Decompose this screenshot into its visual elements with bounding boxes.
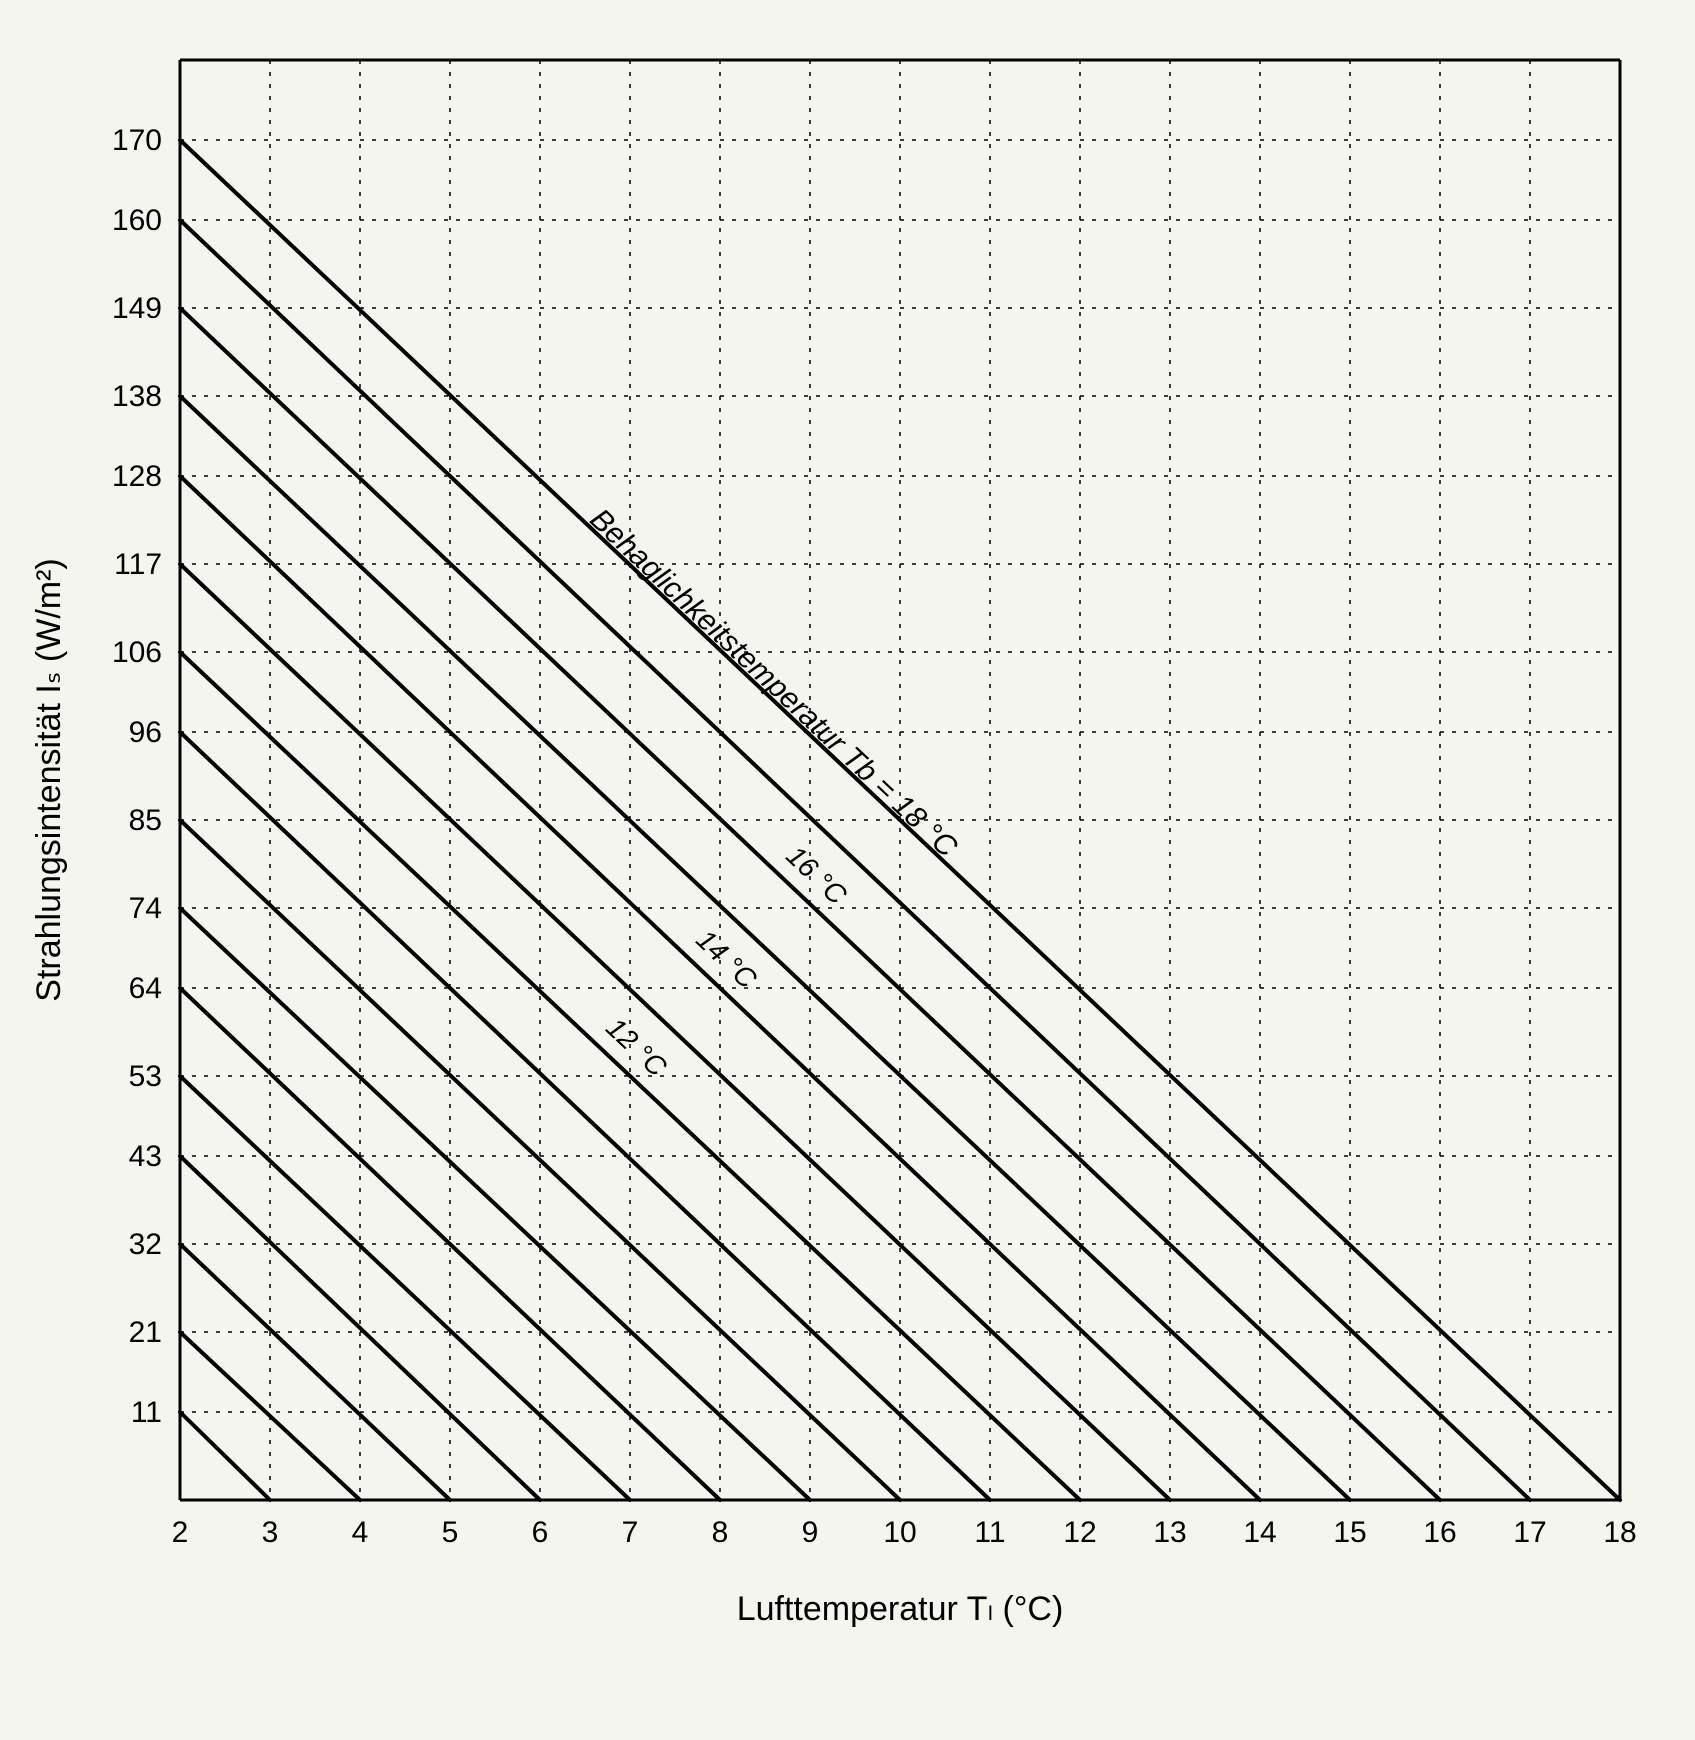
y-tick-label: 170: [112, 124, 162, 157]
x-tick-label: 4: [352, 1516, 369, 1549]
y-tick-label: 11: [131, 1396, 162, 1429]
y-tick-label: 149: [112, 292, 162, 325]
y-tick-label: 53: [129, 1060, 162, 1093]
y-tick-label: 43: [129, 1140, 162, 1173]
x-tick-label: 18: [1603, 1516, 1636, 1549]
x-tick-label: 17: [1513, 1516, 1546, 1549]
y-tick-label: 85: [129, 804, 162, 837]
x-tick-label: 13: [1153, 1516, 1186, 1549]
chart-container: 2 3 4 5 6 7 8 9 10 11 12 13 14 15 16 17 18 11 21 32 43 53 64 74…: [0, 0, 1695, 1740]
x-tick-label: 16: [1423, 1516, 1456, 1549]
y-tick-label: 117: [114, 548, 162, 581]
x-tick-label: 6: [532, 1516, 549, 1549]
y-tick-label: 96: [129, 716, 162, 749]
x-tick-label: 15: [1333, 1516, 1366, 1549]
x-tick-label: 5: [442, 1516, 459, 1549]
x-tick-label: 10: [883, 1516, 916, 1549]
x-tick-label: 14: [1243, 1516, 1276, 1549]
y-tick-label: 32: [129, 1228, 162, 1261]
y-tick-label: 160: [112, 204, 162, 237]
chart-svg: 2 3 4 5 6 7 8 9 10 11 12 13 14 15 16 17 18 11 21 32 43 53 64 74…: [0, 0, 1695, 1740]
x-tick-label: 3: [262, 1516, 279, 1549]
x-axis-label: Lufttemperatur Tₗ (°C): [737, 1590, 1064, 1628]
y-axis-label: Strahlungsintensität Iₛ (W/m²): [30, 558, 68, 1001]
y-tick-label: 106: [112, 636, 162, 669]
x-tick-label: 8: [712, 1516, 729, 1549]
y-tick-label: 21: [129, 1316, 162, 1349]
x-tick-label: 11: [974, 1516, 1005, 1549]
x-tick-label: 9: [802, 1516, 819, 1549]
x-tick-label: 7: [622, 1516, 639, 1549]
y-tick-label: 74: [129, 892, 162, 925]
x-tick-label: 2: [172, 1516, 189, 1549]
y-tick-label: 128: [112, 460, 162, 493]
x-tick-label: 12: [1063, 1516, 1096, 1549]
y-tick-label: 64: [129, 972, 162, 1005]
y-tick-label: 138: [112, 380, 162, 413]
